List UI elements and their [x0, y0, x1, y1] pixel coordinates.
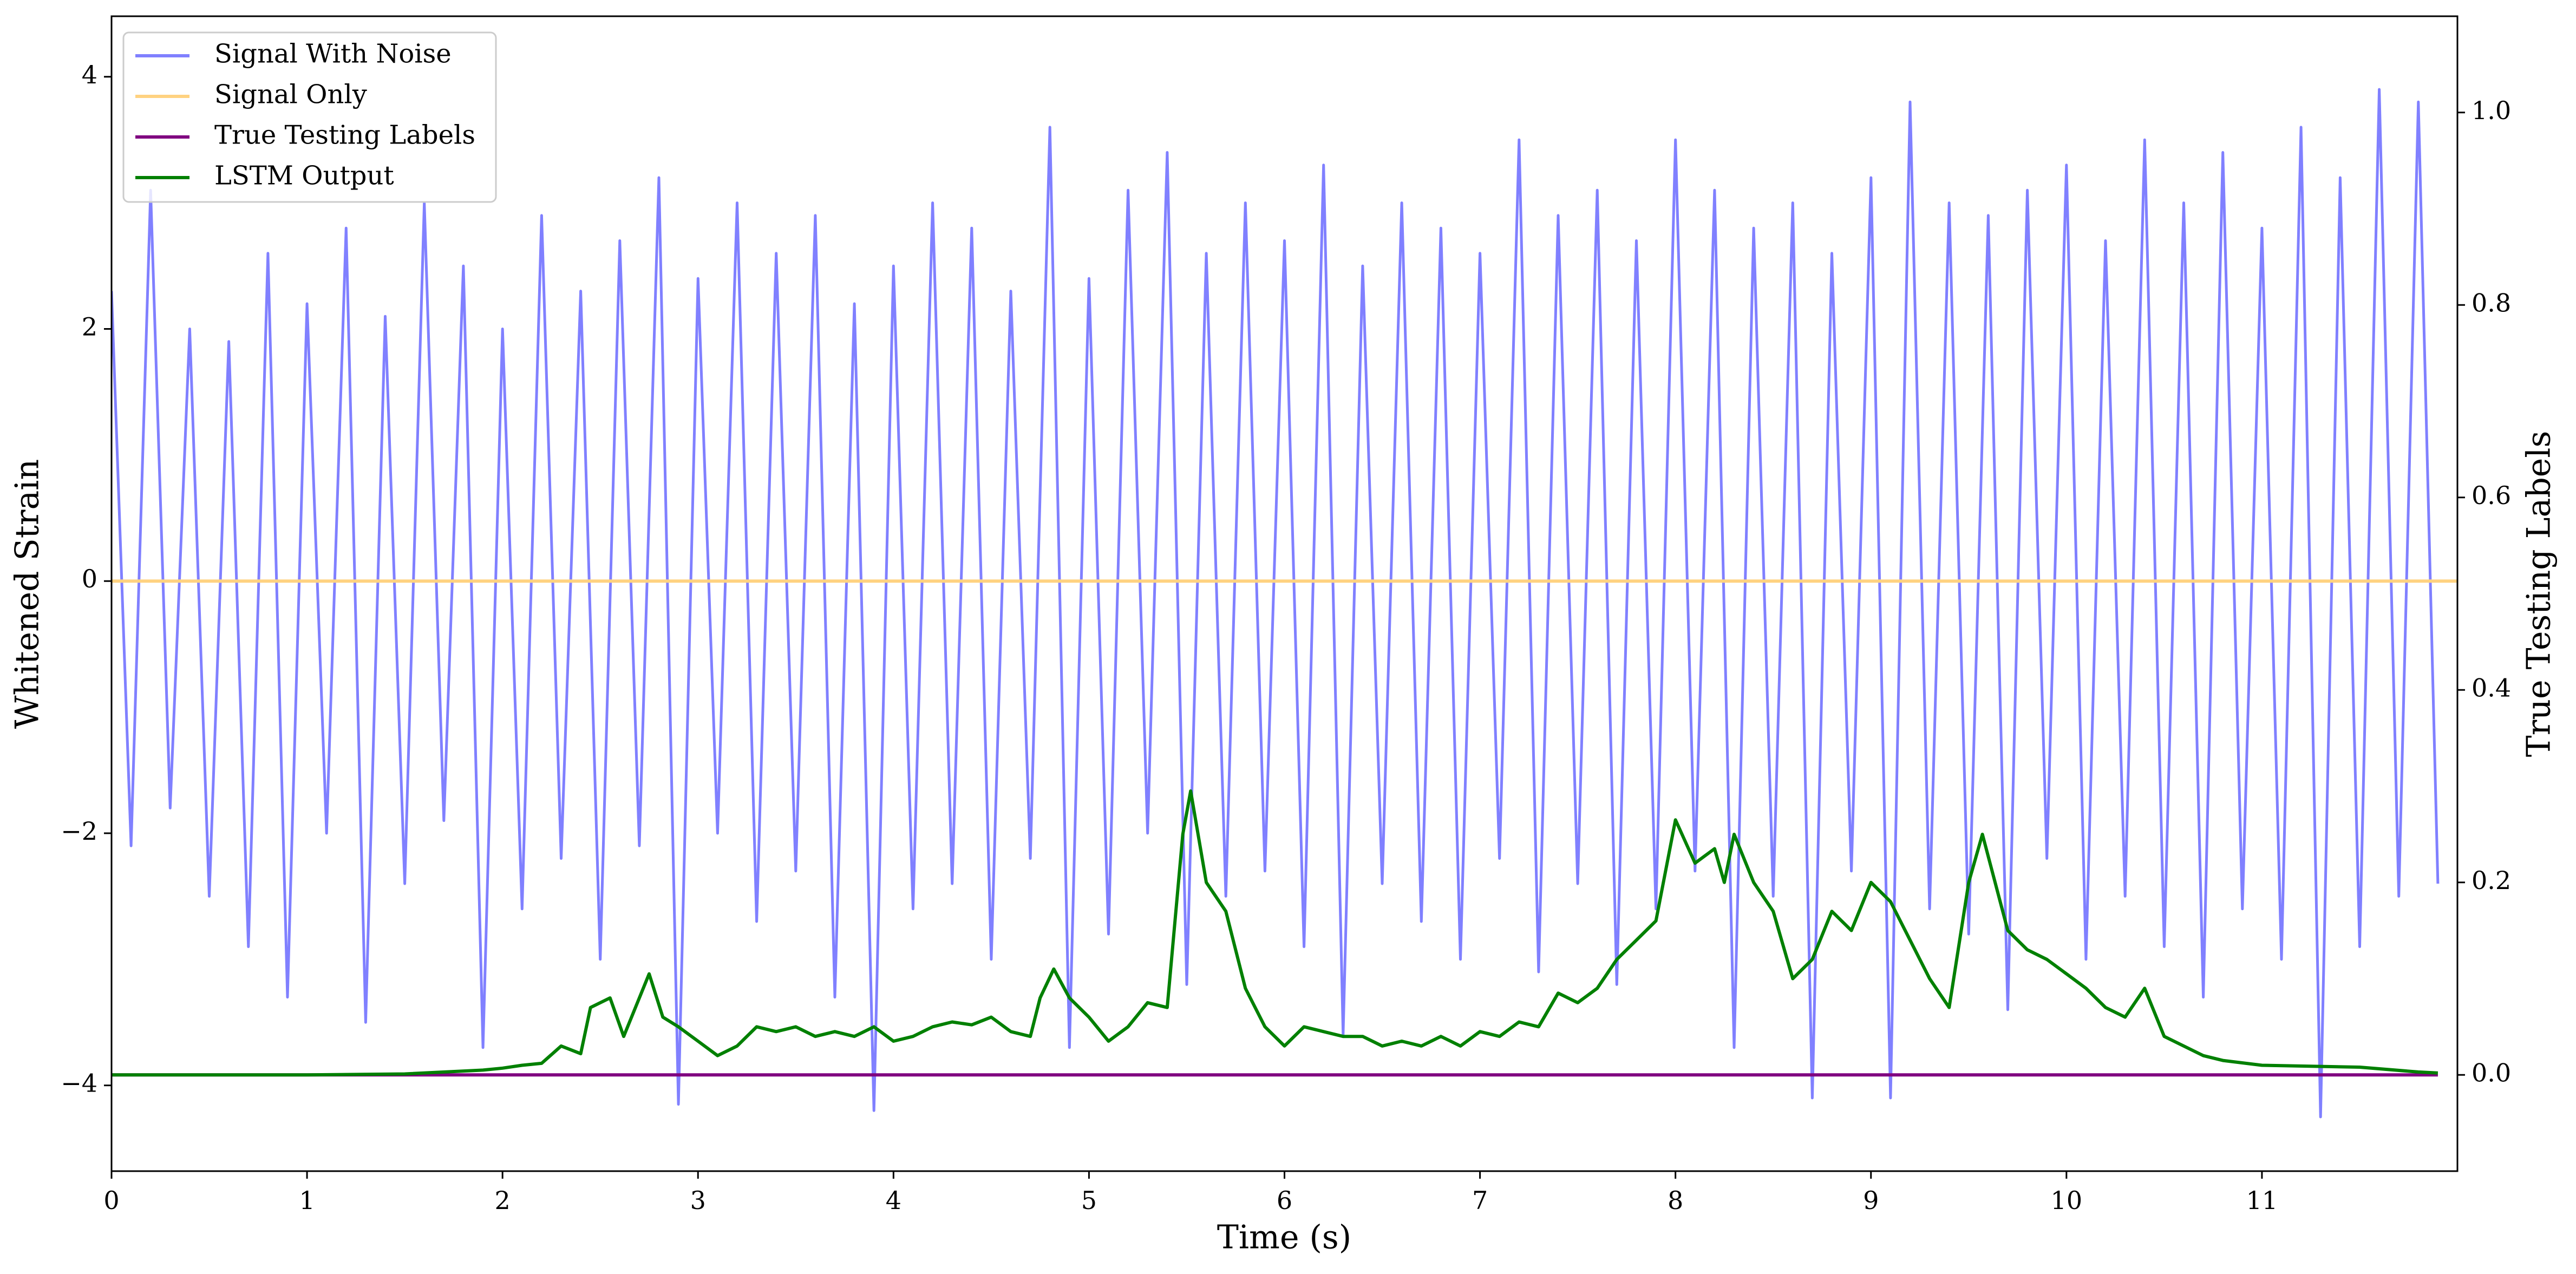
y2-tick-label: 0.2 [2472, 866, 2511, 895]
x-tick-label: 2 [495, 1186, 511, 1215]
legend-label: Signal Only [214, 80, 367, 110]
y2-tick-label: 0.4 [2472, 673, 2511, 702]
legend-label: LSTM Output [214, 161, 394, 191]
x-tick-label: 3 [690, 1186, 706, 1215]
x-tick-label: 1 [299, 1186, 315, 1215]
y2-tick-label: 0.0 [2472, 1058, 2511, 1087]
x-tick-label: 8 [1668, 1186, 1683, 1215]
y-tick-label: 4 [82, 60, 97, 89]
y2-tick-label: 1.0 [2472, 96, 2511, 125]
y2-axis-label: True Testing Labels [2520, 431, 2558, 757]
x-tick-label: 4 [886, 1186, 901, 1215]
y-tick-label: −4 [61, 1069, 97, 1098]
legend: Signal With Noise Signal Only True Testing… [122, 31, 497, 203]
x-tick-label: 9 [1863, 1186, 1879, 1215]
legend-box [122, 31, 497, 203]
y2-tick-label: 0.8 [2472, 288, 2511, 317]
legend-label: True Testing Labels [214, 120, 475, 151]
y-axis-label: Whitened Strain [9, 459, 47, 729]
x-tick-label: 7 [1472, 1186, 1488, 1215]
x-tick-label: 6 [1277, 1186, 1292, 1215]
x-tick-label: 10 [2051, 1186, 2083, 1215]
y2-tick-label: 0.6 [2472, 481, 2511, 510]
x-tick-label: 5 [1081, 1186, 1097, 1215]
legend-label: Signal With Noise [214, 39, 452, 69]
y-tick-label: 0 [82, 564, 97, 593]
series-line [112, 789, 2438, 1077]
x-tick-label: 0 [103, 1186, 119, 1215]
x-tick-label: 11 [2246, 1186, 2278, 1215]
y-tick-label: −2 [61, 816, 97, 846]
series-line [112, 88, 2440, 1119]
x-axis-label: Time (s) [1217, 1219, 1351, 1257]
y-tick-label: 2 [82, 312, 97, 341]
